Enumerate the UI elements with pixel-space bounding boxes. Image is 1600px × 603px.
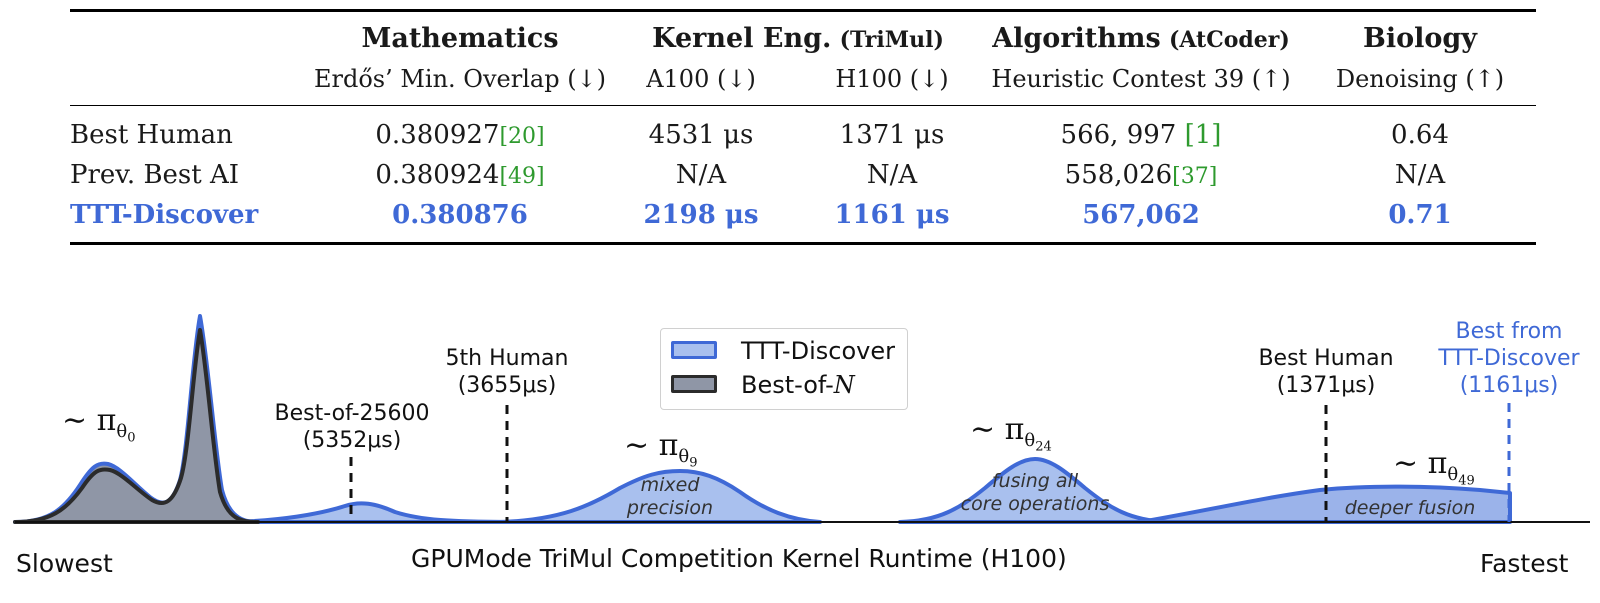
annotation-fusing-core-ops: fusing all core operations xyxy=(960,470,1110,515)
runtime-distribution-figure: TTT-Discover Best-of-N Best-of-25600 (53… xyxy=(0,300,1600,603)
legend-swatch-ttt xyxy=(671,341,717,359)
bon-dist-p0 xyxy=(13,328,260,524)
metric-denoising: Denoising (↑) xyxy=(1335,65,1505,93)
legend-label-bon: Best-of-N xyxy=(741,371,855,399)
metric-a100: A100 (↓) xyxy=(646,65,756,93)
policy-label-p0: ∼ πθ0 xyxy=(62,403,136,446)
metric-heuristic: Heuristic Contest 39 (↑) xyxy=(991,65,1291,93)
cell-a100-best-human: 4531 μs xyxy=(648,120,754,150)
row-label-prev-best-ai: Prev. Best AI xyxy=(70,160,240,190)
header-kernel-eng: Kernel Eng. (TriMul) xyxy=(652,23,944,54)
axis-label-slowest: Slowest xyxy=(16,549,113,578)
cell-bio-ttt: 0.71 xyxy=(1388,200,1452,230)
label-5th-human: 5th Human (3655μs) xyxy=(445,346,569,398)
legend-label-ttt: TTT-Discover xyxy=(741,337,895,365)
label-best-of-25600: Best-of-25600 (5352μs) xyxy=(274,401,430,453)
cell-algo-prev-ai: 558,026[37] xyxy=(1064,160,1218,190)
cell-algo-best-human: 566, 997 [1] xyxy=(1060,120,1222,150)
cell-algo-ttt: 567,062 xyxy=(1082,200,1200,230)
header-mathematics: Mathematics xyxy=(361,23,559,54)
policy-label-p24: ∼ πθ24 xyxy=(970,412,1052,455)
top-rule xyxy=(70,9,1536,12)
cell-h100-best-human: 1371 μs xyxy=(839,120,945,150)
distribution-plot xyxy=(13,314,1590,524)
cell-bio-best-human: 0.64 xyxy=(1391,120,1449,150)
label-best-ttt: Best from TTT-Discover (1161μs) xyxy=(1438,319,1580,398)
metric-h100: H100 (↓) xyxy=(835,65,949,93)
label-best-human: Best Human (1371μs) xyxy=(1258,346,1394,398)
cell-bio-prev-ai: N/A xyxy=(1394,160,1446,190)
annotation-deeper-fusion: deeper fusion xyxy=(1344,497,1476,519)
cell-a100-prev-ai: N/A xyxy=(675,160,727,190)
ttt-dist-p9 xyxy=(498,469,822,524)
ttt-dist-p24 xyxy=(898,457,1172,524)
bottom-rule xyxy=(70,242,1536,245)
cell-math-prev-ai: 0.380924[49] xyxy=(375,160,545,190)
row-label-ttt-discover: TTT-Discover xyxy=(70,200,259,230)
legend: TTT-Discover Best-of-N xyxy=(660,328,908,410)
header-biology: Biology xyxy=(1363,23,1477,54)
cell-h100-ttt: 1161 μs xyxy=(834,200,950,230)
cell-a100-ttt: 2198 μs xyxy=(643,200,759,230)
cell-math-best-human: 0.380927[20] xyxy=(375,120,545,150)
row-label-best-human: Best Human xyxy=(70,120,233,150)
metric-erdos: Erdős’ Min. Overlap (↓) xyxy=(313,65,607,93)
cell-h100-prev-ai: N/A xyxy=(866,160,918,190)
header-algorithms: Algorithms (AtCoder) xyxy=(992,23,1290,54)
legend-swatch-bon xyxy=(671,375,717,393)
header-rule xyxy=(70,105,1536,107)
policy-label-p49: ∼ πθ49 xyxy=(1393,446,1475,489)
annotation-mixed-precision: mixed precision xyxy=(626,474,714,519)
ttt-dist-tail xyxy=(228,501,522,524)
axis-label-fastest: Fastest xyxy=(1480,549,1569,578)
axis-title: GPUMode TriMul Competition Kernel Runtim… xyxy=(411,544,1067,573)
policy-label-p9: ∼ πθ9 xyxy=(624,428,698,471)
cell-math-ttt: 0.380876 xyxy=(392,200,528,230)
